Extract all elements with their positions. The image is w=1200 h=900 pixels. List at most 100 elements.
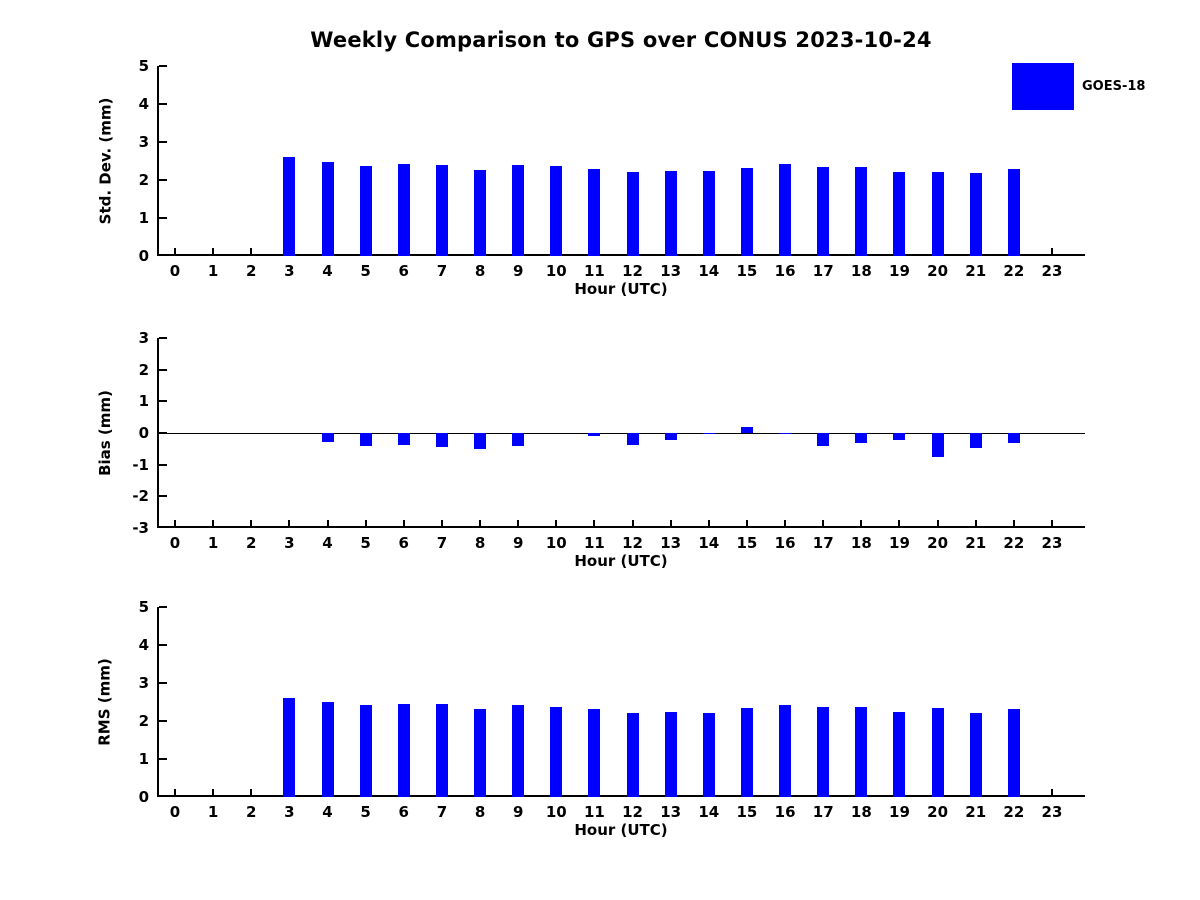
bar-hour-18 [855,166,868,256]
x-tick [1050,789,1053,795]
bar-hour-15 [740,427,753,433]
x-tick [631,520,634,526]
y-tick-label: 5 [138,57,149,75]
bar-hour-10 [550,165,563,256]
x-tick-label: 17 [812,262,834,280]
bar-hour-22 [1007,169,1020,256]
bar-hour-7 [435,165,448,256]
bar-hour-4 [321,702,334,797]
x-tick-label: 9 [512,534,524,552]
x-tick [745,520,748,526]
x-tick-label: 4 [322,262,333,280]
x-tick-label: 6 [398,534,409,552]
bar-hour-11 [588,433,601,437]
y-tick-label: 0 [138,247,149,265]
x-tick-label: 1 [207,534,219,552]
x-axis-label: Hour (UTC) [574,552,668,570]
x-tick [898,520,901,526]
x-tick [174,789,176,795]
x-tick-label: 2 [246,262,257,280]
bar-hour-12 [626,433,639,445]
legend-label-goes18: GOES-18 [1082,79,1146,94]
x-tick-label: 13 [660,534,682,552]
x-tick-label: 21 [965,262,987,280]
x-tick-label: 14 [698,262,720,280]
y-tick-label: 3 [138,133,149,151]
x-tick-label: 3 [284,803,295,821]
bar-hour-18 [855,706,868,797]
bar-hour-5 [359,433,372,447]
x-tick-label: 12 [622,262,643,280]
x-tick [593,520,596,526]
x-tick-label: 10 [545,534,567,552]
x-tick-label: 17 [812,803,834,821]
x-tick-label: 0 [169,534,181,552]
bar-hour-6 [397,433,410,446]
bar-hour-5 [359,166,372,256]
bar-hour-20 [931,172,944,256]
x-tick [174,248,176,254]
bar-hour-20 [931,708,944,797]
x-axis-label: Hour (UTC) [574,280,668,298]
bar-hour-21 [969,433,982,448]
x-tick [250,789,253,795]
x-tick-label: 19 [889,803,910,821]
x-tick-label: 15 [736,262,758,280]
x-tick-label: 2 [246,534,257,552]
x-tick-label: 15 [736,803,758,821]
x-tick [250,248,253,254]
y-tick [159,495,167,498]
bar-hour-3 [283,157,296,256]
x-tick-label: 5 [360,262,371,280]
bar-hour-22 [1007,708,1020,797]
x-tick-label: 22 [1003,803,1025,821]
bar-hour-16 [779,164,792,256]
y-tick-label: -3 [132,519,149,537]
chart-rms: RMS (mm) Hour (UTC) 0 1 2 3 4 5 0 1 2 3 4 5 6 7 8 9 10 11… [96,598,1085,839]
x-tick-label: 13 [660,262,682,280]
x-tick-label: 5 [360,803,371,821]
x-tick [1050,248,1053,254]
zero-baseline [157,432,1085,434]
y-tick [159,606,167,608]
x-tick-label: 7 [436,803,448,821]
x-tick-label: 19 [889,262,910,280]
y-tick-label: 2 [138,712,149,730]
bar-hour-6 [397,164,410,256]
x-tick-label: 4 [322,803,333,821]
x-tick [250,520,253,526]
x-tick-label: 11 [583,534,605,552]
bar-hour-6 [397,704,410,797]
bar-hour-14 [702,171,715,256]
y-tick-label: 3 [138,329,149,347]
figure-title: Weekly Comparison to GPS over CONUS 2023… [310,28,932,52]
x-tick-label: 20 [927,534,949,552]
x-tick-label: 6 [398,262,409,280]
y-tick [159,141,167,143]
x-tick-label: 15 [736,534,758,552]
x-tick [784,520,787,526]
bar-hour-15 [740,167,753,256]
x-tick [174,520,176,526]
bar-hour-14 [702,433,715,435]
x-tick-label: 21 [965,534,987,552]
bar-hour-19 [893,172,906,256]
x-tick-label: 23 [1041,262,1063,280]
x-tick-label: 17 [812,534,834,552]
y-tick-label: 2 [138,360,149,379]
bar-hour-13 [664,171,677,256]
x-tick-label: 13 [660,803,682,821]
x-tick-label: 23 [1041,534,1063,552]
x-tick-label: 23 [1041,803,1063,821]
bar-hour-9 [512,433,525,446]
x-tick-label: 18 [850,262,872,280]
bar-hour-11 [588,709,601,797]
y-tick-label: 3 [138,674,149,692]
x-tick-label: 21 [965,803,987,821]
x-tick-label: 3 [284,534,295,552]
bar-hour-17 [817,166,830,256]
x-tick-label: 10 [545,262,567,280]
bar-hour-20 [931,433,944,458]
